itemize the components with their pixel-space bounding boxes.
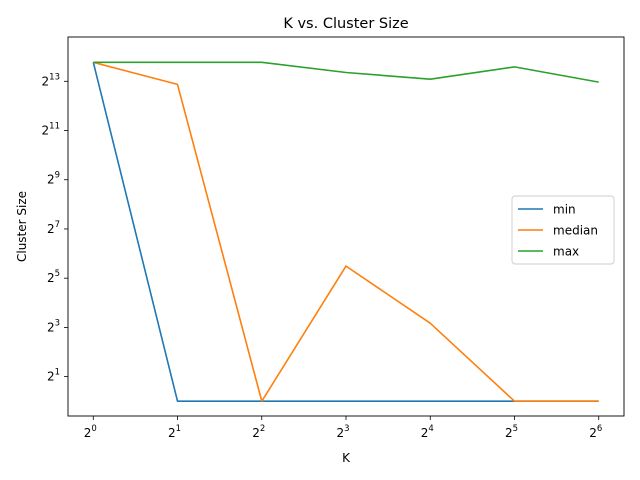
x-tick-label: 21 xyxy=(168,424,181,440)
legend-label: median xyxy=(553,224,598,238)
x-tick-label: 20 xyxy=(84,424,97,440)
y-tick-label: 21 xyxy=(47,368,60,384)
y-axis-ticks: 21 23 25 27 29 211 213 xyxy=(42,72,68,384)
legend: min median max xyxy=(511,195,615,265)
y-tick-label: 213 xyxy=(42,72,60,88)
series-line-median xyxy=(93,61,599,403)
legend-label: max xyxy=(553,245,579,259)
y-tick-label: 23 xyxy=(47,318,60,334)
x-tick-label: 23 xyxy=(336,424,349,440)
x-axis-title: K xyxy=(342,451,351,465)
legend-box xyxy=(511,195,615,265)
y-tick-label: 27 xyxy=(47,220,60,236)
series-line-max xyxy=(93,61,599,83)
series-layer xyxy=(92,61,599,403)
y-tick-label: 211 xyxy=(42,122,60,138)
x-tick-label: 26 xyxy=(589,424,602,440)
x-tick-label: 25 xyxy=(505,424,518,440)
legend-label: min xyxy=(553,203,576,217)
x-tick-label: 22 xyxy=(252,424,265,440)
chart-title: K vs. Cluster Size xyxy=(283,16,408,32)
x-tick-label: 24 xyxy=(421,424,434,440)
y-tick-label: 25 xyxy=(47,269,60,285)
x-axis-ticks: 20 21 22 23 24 25 26 xyxy=(84,416,602,440)
y-tick-label: 29 xyxy=(47,171,60,187)
plot-frame xyxy=(67,36,625,417)
y-axis-title: Cluster Size xyxy=(15,191,29,262)
